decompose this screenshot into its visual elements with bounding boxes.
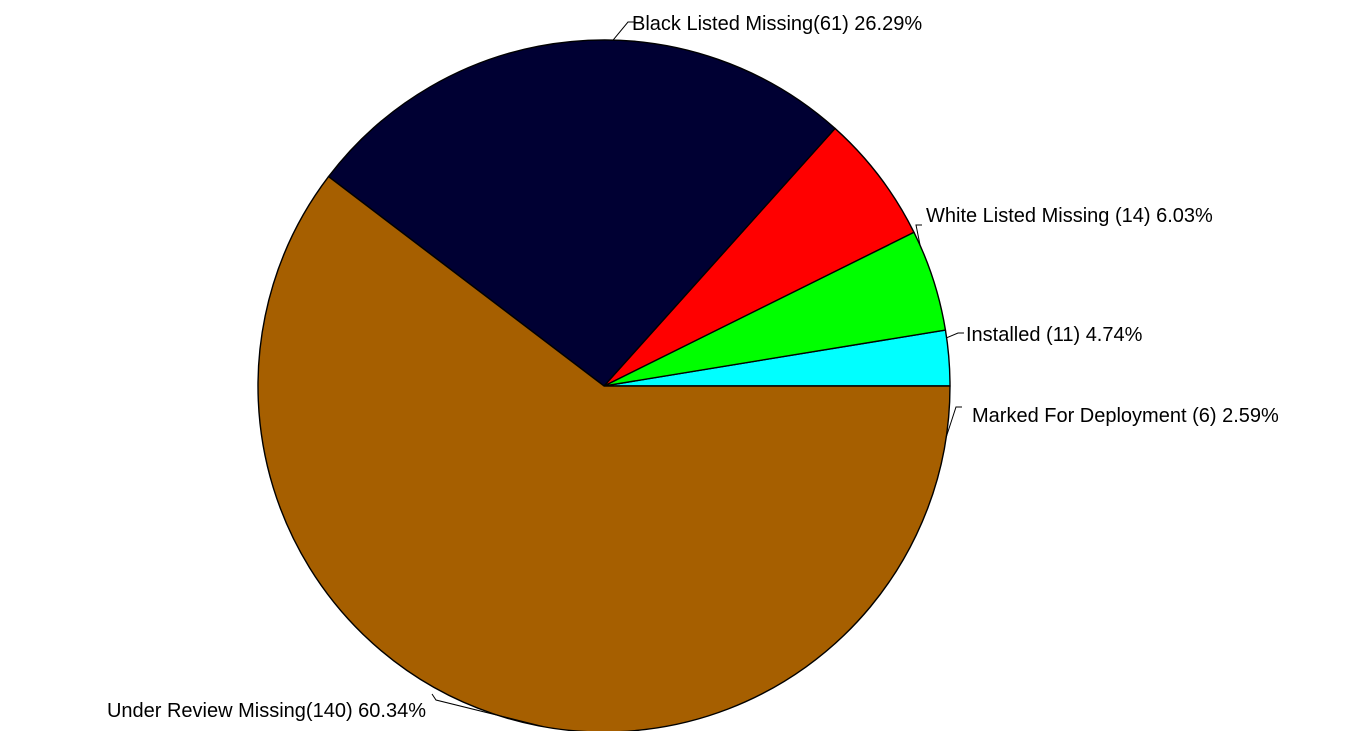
label-leader-lines [431,21,964,728]
leader-line-white-listed-missing [915,224,922,246]
slice-labels: Marked For Deployment (6) 2.59% Installed… [107,13,1279,722]
slice-label-installed: Installed (11) 4.74% [966,324,1143,346]
leader-line-marked-for-deployment [945,406,962,438]
leader-line-under-review-missing [431,693,545,728]
pie-slice-black-listed-missing [327,39,836,387]
leader-line-installed [946,332,964,339]
slice-label-white-listed-missing: White Listed Missing (14) 6.03% [926,205,1213,227]
slice-label-under-review-missing: Under Review Missing(140) 60.34% [107,700,426,722]
pie-slice-white-listed-missing [603,127,915,387]
slice-label-black-listed-missing: Black Listed Missing(61) 26.29% [632,13,922,35]
leader-line-black-listed-missing [612,21,634,41]
slice-label-marked-for-deployment: Marked For Deployment (6) 2.59% [972,405,1279,427]
pie-slices [257,39,951,731]
